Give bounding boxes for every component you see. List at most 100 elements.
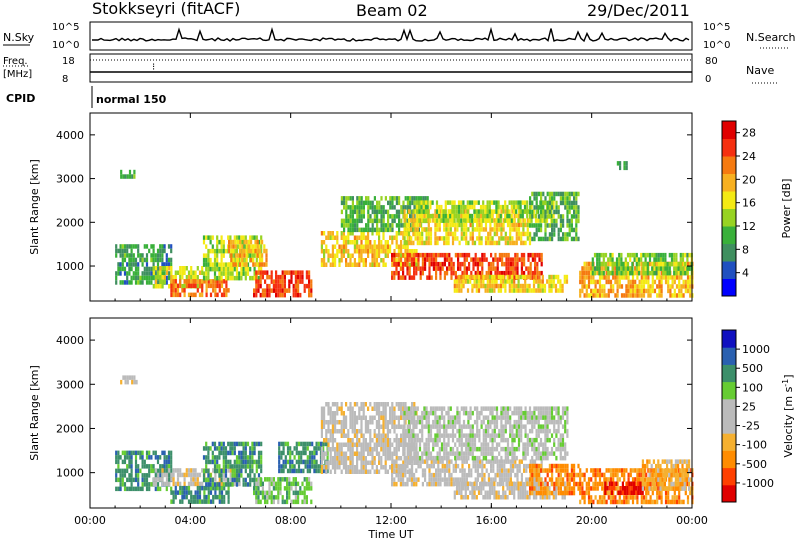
power-cell	[305, 274, 308, 280]
velocity-cell	[323, 438, 326, 443]
power-cell	[121, 257, 124, 263]
power-cell	[438, 204, 441, 210]
velocity-cell	[240, 459, 243, 465]
power-cell	[233, 235, 236, 240]
power-cell	[520, 222, 523, 228]
velocity-cell	[448, 463, 451, 469]
power-cell	[532, 213, 535, 219]
power-cell	[629, 252, 632, 258]
power-cell	[367, 196, 370, 201]
power-cell	[163, 275, 166, 280]
velocity-cell	[240, 441, 243, 447]
velocity-cell	[500, 419, 503, 425]
power-cell	[159, 244, 162, 249]
power-cell	[562, 223, 565, 228]
velocity-cell	[465, 459, 468, 464]
velocity-cell	[214, 494, 217, 500]
power-cell	[165, 270, 169, 275]
power-cell	[159, 270, 162, 275]
velocity-cell	[202, 455, 206, 460]
power-cell	[416, 240, 419, 246]
velocity-cell	[280, 468, 283, 474]
velocity-cell	[282, 459, 285, 465]
velocity-cell	[356, 469, 359, 474]
velocity-cell	[209, 459, 212, 465]
power-cell	[473, 200, 476, 205]
power-cell	[373, 227, 376, 233]
power-cell	[207, 275, 210, 281]
power-cell	[288, 288, 291, 293]
power-cell	[373, 209, 376, 215]
velocity-cell	[187, 485, 191, 491]
power-cell	[216, 266, 219, 272]
power-cell	[497, 283, 500, 289]
freq-tick-top: 18	[62, 56, 75, 67]
power-cell	[209, 279, 213, 284]
velocity-cell	[534, 477, 537, 482]
power-cell	[642, 284, 646, 289]
power-cell	[356, 196, 359, 201]
velocity-cell	[242, 464, 245, 469]
power-cell	[413, 205, 416, 210]
power-cell	[183, 284, 186, 289]
power-cell	[593, 252, 597, 258]
power-cell	[253, 288, 256, 293]
power-cell	[229, 275, 232, 281]
velocity-cell	[476, 446, 479, 452]
power-cell	[529, 232, 532, 237]
power-cell	[455, 288, 459, 293]
velocity-cell	[449, 433, 452, 438]
power-cell	[559, 218, 562, 224]
power-cell	[482, 209, 485, 214]
velocity-cell	[280, 455, 283, 460]
velocity-cell	[375, 402, 378, 407]
power-cell	[397, 231, 400, 236]
power-cell	[539, 213, 542, 219]
power-cell	[336, 240, 339, 245]
power-cell	[308, 274, 311, 280]
power-cell	[437, 266, 440, 271]
power-cell	[570, 223, 573, 228]
velocity-cell	[209, 473, 212, 478]
velocity-cell	[469, 428, 472, 434]
power-cell	[551, 191, 554, 197]
power-cell	[435, 218, 439, 223]
power-cell	[336, 249, 339, 254]
velocity-cell	[423, 424, 426, 429]
velocity-cell	[305, 486, 308, 491]
power-cell	[413, 275, 416, 280]
power-cell	[640, 266, 643, 271]
power-cell	[594, 288, 597, 294]
power-cell	[570, 200, 573, 206]
power-cell	[364, 262, 367, 267]
power-cell	[358, 227, 361, 233]
velocity-cell	[185, 468, 188, 473]
velocity-cell	[498, 463, 501, 469]
velocity-cell	[493, 446, 496, 452]
power-cell	[530, 204, 533, 210]
power-cell	[360, 258, 363, 263]
velocity-cell	[227, 499, 230, 504]
nave-label: Nave	[746, 64, 774, 77]
velocity-cell	[406, 447, 409, 452]
power-cell	[504, 213, 507, 219]
velocity-cell	[434, 415, 437, 420]
velocity-cell	[375, 424, 378, 429]
power-cell	[554, 274, 558, 280]
velocity-cell	[167, 477, 171, 483]
power-cell	[408, 262, 411, 267]
velocity-cell	[294, 477, 297, 482]
power-cell	[117, 262, 120, 267]
power-cell	[533, 236, 536, 242]
velocity-cell	[465, 410, 468, 416]
velocity-cell	[329, 451, 332, 456]
velocity-cell	[495, 446, 499, 452]
power-cell	[515, 213, 518, 219]
power-cell	[526, 204, 529, 210]
power-cell	[678, 284, 681, 289]
velocity-cell	[347, 433, 350, 438]
velocity-cell	[356, 429, 359, 434]
power-cell	[447, 209, 450, 214]
velocity-cell	[301, 499, 304, 505]
velocity-cell	[476, 428, 479, 434]
